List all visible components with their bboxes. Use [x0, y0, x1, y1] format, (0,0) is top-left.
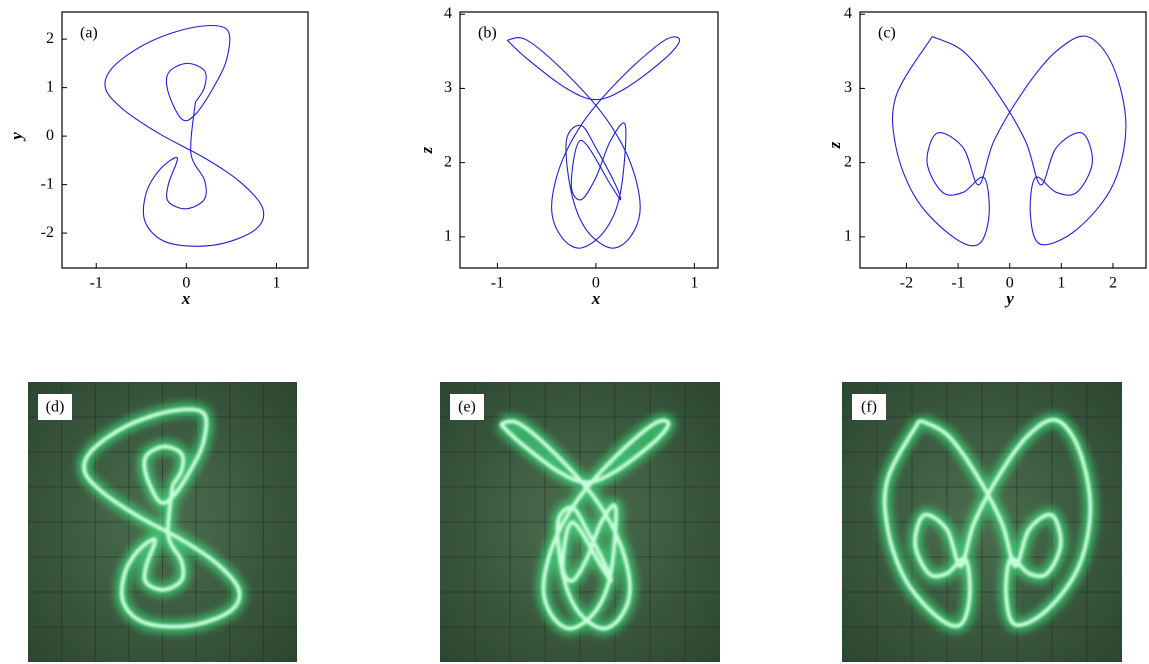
trajectory: [507, 37, 679, 248]
x-axis-label: y: [1004, 289, 1014, 308]
y-tick-label: 2: [46, 30, 54, 47]
plot-frame: [860, 12, 1146, 268]
y-tick-label: 3: [844, 79, 852, 96]
x-tick-label: -1: [491, 275, 504, 292]
y-tick-label: 1: [46, 78, 54, 95]
panel-label: (b): [478, 25, 497, 42]
x-tick-label: 1: [690, 275, 698, 292]
x-axis-label: x: [591, 289, 601, 308]
panel-label: (c): [878, 25, 896, 42]
photo-label: (d): [46, 399, 65, 416]
x-tick-label: 1: [1057, 275, 1065, 292]
photo-label: (f): [861, 399, 877, 416]
photo-label: (e): [458, 399, 476, 416]
y-tick-label: 2: [844, 153, 852, 170]
plot-frame: [460, 12, 718, 268]
x-tick-label: 1: [272, 275, 280, 292]
y-tick-label: -1: [41, 175, 54, 192]
y-tick-label: 0: [46, 127, 54, 144]
x-tick-label: -1: [90, 275, 103, 292]
trajectory: [893, 36, 1126, 246]
y-tick-label: 4: [844, 5, 852, 22]
x-tick-label: 2: [1109, 275, 1117, 292]
y-axis-label: y: [7, 132, 26, 142]
figure: -101-2-1012xy(a)(d)-1011234xz(b)(e)-2-10…: [0, 0, 1149, 664]
y-tick-label: 3: [444, 79, 452, 96]
plot-frame: [62, 12, 308, 268]
y-tick-label: -2: [41, 224, 54, 241]
trajectory: [105, 25, 264, 246]
y-axis-label: z: [825, 141, 844, 149]
y-tick-label: 2: [444, 153, 452, 170]
y-tick-label: 1: [844, 228, 852, 245]
x-tick-label: -2: [900, 275, 913, 292]
y-tick-label: 4: [444, 5, 452, 22]
panel-label: (a): [80, 25, 98, 42]
y-axis-label: z: [417, 146, 436, 154]
x-axis-label: x: [181, 289, 191, 308]
x-tick-label: -1: [951, 275, 964, 292]
y-tick-label: 1: [444, 228, 452, 245]
